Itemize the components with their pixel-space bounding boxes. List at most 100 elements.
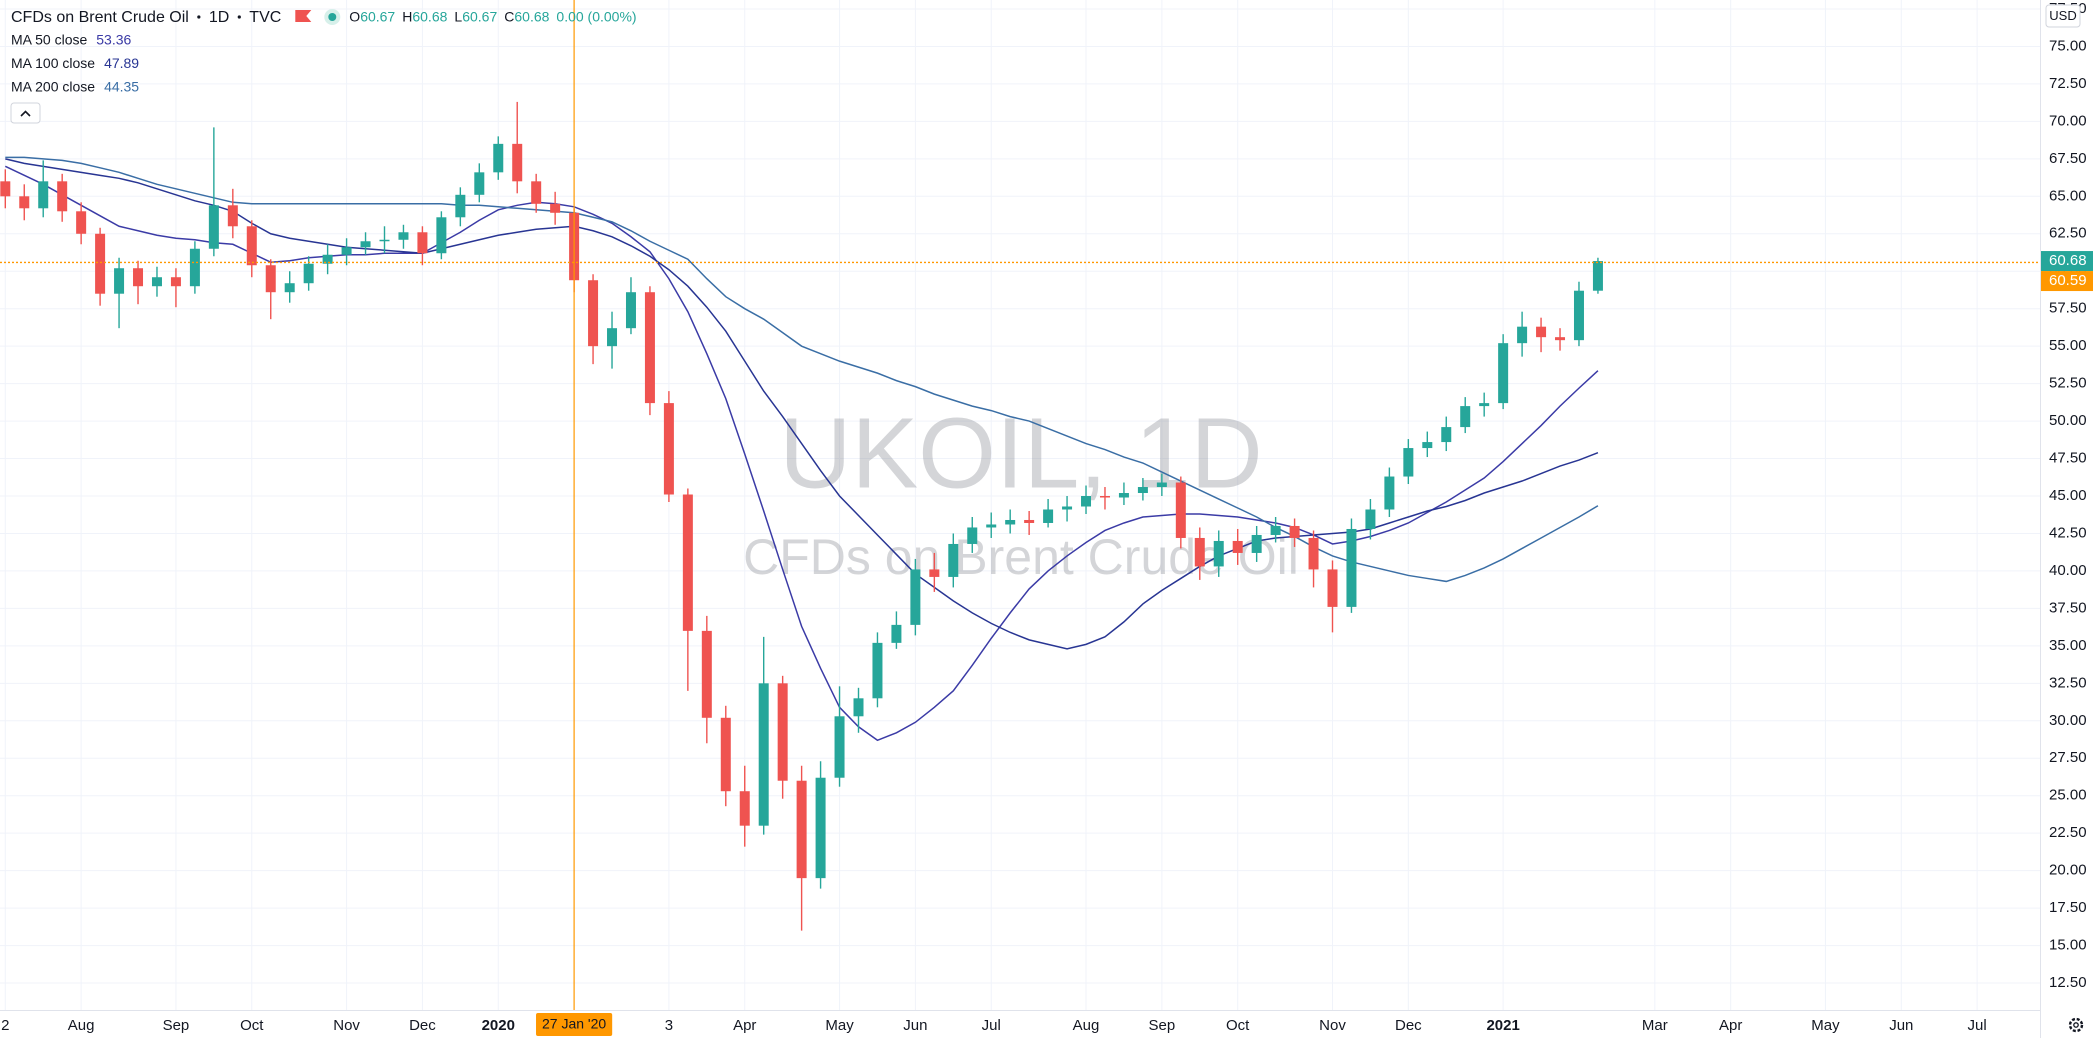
separator xyxy=(237,15,241,19)
candle-body xyxy=(1194,537,1205,567)
y-tick-label: 55.00 xyxy=(2049,337,2087,354)
candle-body xyxy=(1289,525,1300,538)
y-tick-label: 57.50 xyxy=(2049,300,2087,317)
y-tick-label: 35.00 xyxy=(2049,637,2087,654)
last-price-label: 60.68 xyxy=(2049,252,2087,269)
currency-label[interactable]: USD xyxy=(2049,8,2076,23)
x-tick-label: Apr xyxy=(1719,1017,1742,1034)
candle-body xyxy=(891,624,902,643)
x-tick-label: Nov xyxy=(333,1017,360,1034)
candle-body xyxy=(986,524,997,528)
candle-body xyxy=(1156,482,1167,488)
y-tick-label: 75.00 xyxy=(2049,37,2087,54)
price-axis-background xyxy=(2040,0,2093,1038)
candle-body xyxy=(95,233,106,294)
candle-body xyxy=(929,569,940,577)
x-tick-label: Aug xyxy=(1073,1017,1100,1034)
candle-body xyxy=(796,780,807,879)
last-price-box xyxy=(2041,251,2093,272)
settings-gear-hub[interactable] xyxy=(2073,1022,2079,1028)
quote-key: H xyxy=(402,9,412,25)
interval: 1D xyxy=(209,9,229,26)
time-axis-background xyxy=(0,1010,2040,1038)
quote-value: 60.68 xyxy=(514,9,549,25)
x-tick-label: Oct xyxy=(240,1017,264,1034)
y-tick-label: 45.00 xyxy=(2049,487,2087,504)
x-tick-label: Apr xyxy=(733,1017,756,1034)
candle-body xyxy=(910,569,921,625)
candle-body xyxy=(19,196,30,209)
y-tick-label: 15.00 xyxy=(2049,937,2087,954)
candle-body xyxy=(265,265,276,293)
y-tick-label: 65.00 xyxy=(2049,187,2087,204)
x-tick-label: Dec xyxy=(1395,1017,1422,1034)
settings-gear[interactable] xyxy=(2068,1017,2084,1033)
candle-body xyxy=(133,268,144,287)
candle-body xyxy=(189,248,200,287)
candle-body xyxy=(1327,569,1338,607)
x-tick-label: 2020 xyxy=(482,1017,515,1034)
y-tick-label: 52.50 xyxy=(2049,375,2087,392)
crosshair-price-label: 60.59 xyxy=(2049,272,2087,289)
candle-body xyxy=(1403,448,1414,477)
candle-body xyxy=(1175,482,1186,538)
candle-body xyxy=(208,205,219,249)
crosshair-time-label-box xyxy=(536,1013,613,1036)
quote-value: 60.67 xyxy=(360,9,395,25)
flag-icon[interactable] xyxy=(295,10,312,22)
y-tick-label: 62.50 xyxy=(2049,225,2087,242)
x-tick-label: Sep xyxy=(1149,1017,1176,1034)
candle-body xyxy=(644,292,655,404)
x-tick-label: 3 xyxy=(665,1017,673,1034)
y-tick-label: 42.50 xyxy=(2049,524,2087,541)
y-tick-label: 70.00 xyxy=(2049,112,2087,129)
candle-body xyxy=(1043,509,1054,523)
collapse-chevron[interactable] xyxy=(20,110,31,117)
candle-body xyxy=(1422,442,1433,449)
x-tick-label: Nov xyxy=(1319,1017,1346,1034)
candle-body xyxy=(1536,326,1547,338)
candle-body xyxy=(303,263,314,284)
candle-body xyxy=(38,181,49,209)
candle-body xyxy=(1365,509,1376,529)
candle-body xyxy=(834,716,845,778)
candle-body xyxy=(1592,261,1603,291)
candle-body xyxy=(114,268,125,294)
candle-body xyxy=(341,247,352,255)
candle-body xyxy=(284,283,295,293)
candle-body xyxy=(625,292,636,329)
collapse-button[interactable] xyxy=(10,102,41,124)
exchange: TVC xyxy=(249,9,281,26)
candle-body xyxy=(682,494,693,631)
y-tick-label: 47.50 xyxy=(2049,450,2087,467)
candle-body xyxy=(663,403,674,495)
x-tick-label: Aug xyxy=(68,1017,95,1034)
candle-body xyxy=(1308,537,1319,570)
candle-body xyxy=(1005,519,1016,525)
candle-body xyxy=(1213,540,1224,567)
candle-body xyxy=(777,683,788,781)
candle-body xyxy=(0,181,11,197)
candle-body xyxy=(967,527,978,544)
currency-box[interactable] xyxy=(2045,4,2081,28)
crosshair-price-box xyxy=(2041,271,2093,292)
candle-body xyxy=(588,280,599,347)
candle-body xyxy=(57,181,68,212)
x-tick-label: 2021 xyxy=(1486,1017,1519,1034)
candle-body xyxy=(739,791,750,826)
y-tick-label: 67.50 xyxy=(2049,150,2087,167)
candle-body xyxy=(170,277,181,287)
y-tick-label: 50.00 xyxy=(2049,412,2087,429)
x-tick-label: Oct xyxy=(1226,1017,1250,1034)
y-tick-label: 30.00 xyxy=(2049,712,2087,729)
candle-body xyxy=(1118,493,1129,498)
x-tick-label: Jun xyxy=(1889,1017,1913,1034)
candle-body xyxy=(512,143,523,182)
candle-body xyxy=(815,777,826,879)
status-dot xyxy=(328,13,337,21)
legend-name: MA 200 close xyxy=(11,79,95,95)
candle-body xyxy=(1099,496,1110,498)
x-tick-label: Mar xyxy=(1642,1017,1668,1034)
candle-body xyxy=(758,683,769,826)
y-tick-label: 22.50 xyxy=(2049,824,2087,841)
